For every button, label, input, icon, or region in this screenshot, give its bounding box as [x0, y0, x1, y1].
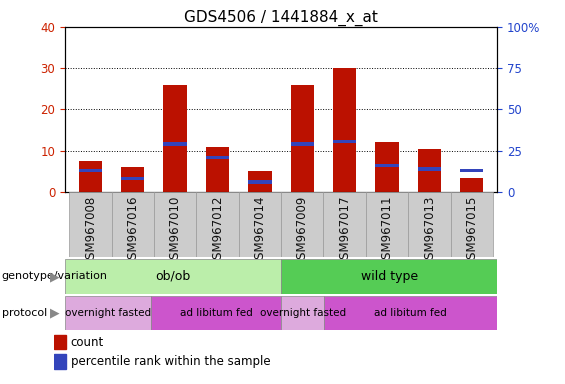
- Text: GSM967012: GSM967012: [211, 195, 224, 267]
- Bar: [65, 259, 281, 294]
- Bar: [460, 169, 484, 172]
- Text: overnight fasted: overnight fasted: [260, 308, 346, 318]
- Bar: [290, 85, 314, 192]
- Text: ▶: ▶: [50, 306, 59, 319]
- Bar: [154, 192, 197, 257]
- Text: ad libitum fed: ad libitum fed: [375, 308, 447, 318]
- Bar: [79, 169, 102, 172]
- Text: ▶: ▶: [50, 270, 59, 283]
- Bar: [323, 192, 366, 257]
- Text: GSM967011: GSM967011: [380, 195, 394, 267]
- Bar: [324, 296, 497, 330]
- Text: GSM967009: GSM967009: [295, 195, 309, 266]
- Bar: [121, 177, 145, 180]
- Bar: [121, 167, 145, 192]
- Bar: [206, 156, 229, 159]
- Bar: [248, 180, 272, 184]
- Bar: [418, 167, 441, 170]
- Bar: [54, 354, 66, 369]
- Bar: [460, 177, 484, 192]
- Bar: [281, 192, 323, 257]
- Bar: [248, 171, 272, 192]
- Title: GDS4506 / 1441884_x_at: GDS4506 / 1441884_x_at: [184, 9, 378, 25]
- Bar: [54, 335, 66, 349]
- Bar: [375, 142, 399, 192]
- Bar: [281, 296, 324, 330]
- Bar: [290, 142, 314, 146]
- Bar: [163, 142, 187, 146]
- Bar: [451, 192, 493, 257]
- Bar: [366, 192, 408, 257]
- Bar: [333, 68, 357, 192]
- Text: genotype/variation: genotype/variation: [2, 271, 108, 281]
- Bar: [281, 259, 497, 294]
- Bar: [69, 192, 112, 257]
- Bar: [163, 85, 187, 192]
- Text: ad libitum fed: ad libitum fed: [180, 308, 253, 318]
- Bar: [408, 192, 451, 257]
- Text: GSM967017: GSM967017: [338, 195, 351, 267]
- Text: GSM967008: GSM967008: [84, 195, 97, 266]
- Text: GSM967013: GSM967013: [423, 195, 436, 266]
- Bar: [151, 296, 281, 330]
- Bar: [79, 161, 102, 192]
- Bar: [112, 192, 154, 257]
- Bar: [418, 149, 441, 192]
- Text: percentile rank within the sample: percentile rank within the sample: [71, 355, 270, 368]
- Bar: [197, 192, 238, 257]
- Text: ob/ob: ob/ob: [155, 270, 190, 283]
- Text: GSM967014: GSM967014: [253, 195, 267, 267]
- Text: GSM967015: GSM967015: [465, 195, 479, 266]
- Text: count: count: [71, 336, 104, 349]
- Bar: [238, 192, 281, 257]
- Bar: [375, 164, 399, 167]
- Bar: [65, 296, 151, 330]
- Text: GSM967010: GSM967010: [168, 195, 182, 266]
- Bar: [206, 147, 229, 192]
- Text: overnight fasted: overnight fasted: [65, 308, 151, 318]
- Text: GSM967016: GSM967016: [126, 195, 140, 267]
- Text: protocol: protocol: [2, 308, 47, 318]
- Bar: [333, 140, 357, 143]
- Text: wild type: wild type: [360, 270, 418, 283]
